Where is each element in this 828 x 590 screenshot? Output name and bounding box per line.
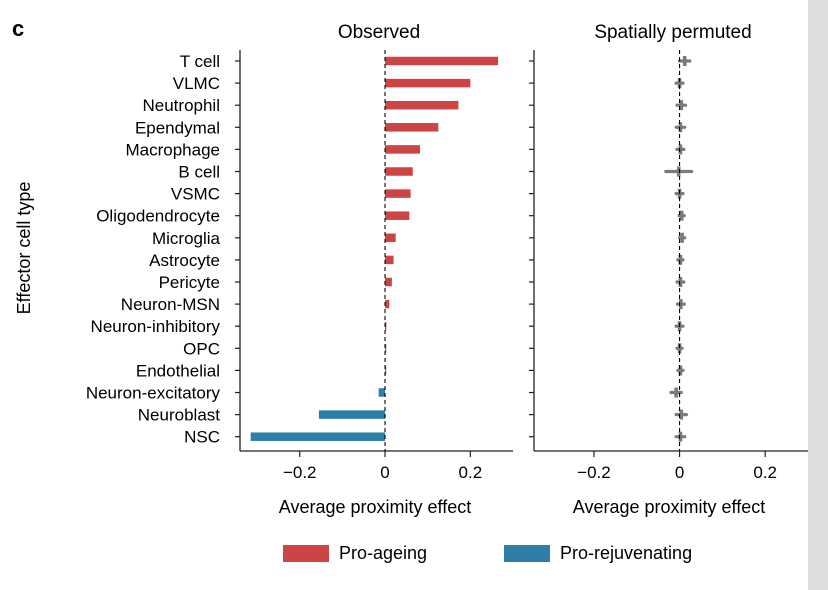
x-tick-label: 0 (380, 463, 389, 482)
observed-bars (250, 56, 499, 441)
category-label-macrophage: Macrophage (125, 140, 220, 159)
category-label-microglia: Microglia (152, 229, 221, 248)
bar-vlmc (385, 78, 471, 88)
bar-b-cell (385, 167, 413, 176)
bar-neutrophil (385, 100, 459, 110)
point-endothelial (678, 365, 683, 376)
bar-endothelial (385, 366, 387, 375)
point-neuroblast (679, 409, 684, 420)
category-label-t-cell: T cell (180, 52, 220, 71)
bar-vsmc (385, 189, 411, 198)
observed-axes (235, 50, 513, 452)
bar-microglia (385, 233, 396, 243)
bar-astrocyte (385, 255, 394, 265)
legend-label-pro-rejuvenating: Pro-rejuvenating (560, 543, 692, 563)
permuted-marks (664, 56, 694, 442)
point-ependymal (678, 122, 683, 133)
observed-x-ticks: −0.2 0 0.2 (283, 451, 482, 482)
bar-nsc (250, 432, 386, 441)
x-tick-label: 0.2 (459, 463, 483, 482)
observed-x-axis-title: Average proximity effect (279, 497, 471, 517)
legend-label-pro-ageing: Pro-ageing (339, 543, 427, 563)
point-b-cell (676, 166, 681, 177)
category-labels: T cell VLMC Neutrophil Ependymal Macrophage B… (86, 52, 221, 447)
category-label-neuron-excitatory: Neuron-excitatory (86, 384, 221, 403)
point-nsc (678, 431, 683, 442)
bar-oligodendrocyte (385, 211, 410, 220)
category-label-astrocyte: Astrocyte (149, 251, 220, 270)
bar-ependymal (385, 123, 439, 132)
category-label-b-cell: B cell (178, 163, 220, 182)
bar-neuron-inhibitory (385, 321, 387, 331)
permuted-panel: Spatially permuted −0.2 0 0.2 Average prox… (529, 22, 808, 517)
bar-neuron-excitatory (378, 388, 386, 397)
point-t-cell (682, 56, 687, 66)
point-neuron-excitatory (674, 387, 678, 398)
bar-pericyte (385, 277, 392, 287)
legend-swatch-pro-rejuvenating (504, 545, 550, 562)
x-tick-label: 0.2 (753, 463, 777, 482)
bar-neuroblast (318, 410, 386, 419)
permuted-title: Spatially permuted (594, 22, 751, 43)
permuted-x-ticks: −0.2 0 0.2 (577, 451, 777, 482)
category-label-ependymal: Ependymal (135, 118, 220, 137)
category-label-neuron-inhibitory: Neuron-inhibitory (91, 317, 221, 336)
category-label-neuroblast: Neuroblast (138, 406, 220, 425)
x-tick-label: −0.2 (283, 463, 317, 482)
point-pericyte (678, 277, 683, 287)
point-vlmc (677, 78, 682, 89)
permuted-x-axis-title: Average proximity effect (573, 497, 765, 517)
point-astrocyte (678, 254, 683, 265)
category-label-neutrophil: Neutrophil (143, 96, 221, 115)
category-label-vsmc: VSMC (171, 185, 220, 204)
page-edge-shading (808, 0, 828, 590)
category-label-opc: OPC (183, 339, 220, 358)
point-neutrophil (679, 100, 684, 111)
category-label-oligodendrocyte: Oligodendrocyte (96, 207, 220, 226)
point-macrophage (678, 144, 683, 155)
observed-panel: Observed T cell VLMC Neutrophil Ependymal Ma… (86, 22, 513, 517)
permuted-axes (529, 50, 808, 452)
bar-neuron-msn (385, 299, 390, 309)
y-axis-title: Effector cell type (14, 182, 34, 315)
bar-t-cell (385, 56, 499, 66)
category-label-pericyte: Pericyte (159, 273, 220, 292)
category-label-nsc: NSC (184, 428, 220, 447)
bar-macrophage (385, 145, 421, 154)
legend-swatch-pro-ageing (283, 545, 329, 562)
category-label-vlmc: VLMC (173, 74, 220, 93)
category-label-endothelial: Endothelial (136, 361, 220, 380)
point-opc (677, 343, 682, 354)
x-tick-label: −0.2 (577, 463, 611, 482)
point-neuron-msn (679, 299, 683, 310)
x-tick-label: 0 (675, 463, 684, 482)
legend: Pro-ageing Pro-rejuvenating (283, 543, 692, 563)
category-label-neuron-msn: Neuron-MSN (121, 295, 220, 314)
observed-title: Observed (338, 22, 420, 43)
point-microglia (680, 232, 684, 243)
bar-opc (385, 344, 387, 353)
point-oligodendrocyte (679, 210, 684, 221)
panel-letter: c (12, 16, 24, 41)
